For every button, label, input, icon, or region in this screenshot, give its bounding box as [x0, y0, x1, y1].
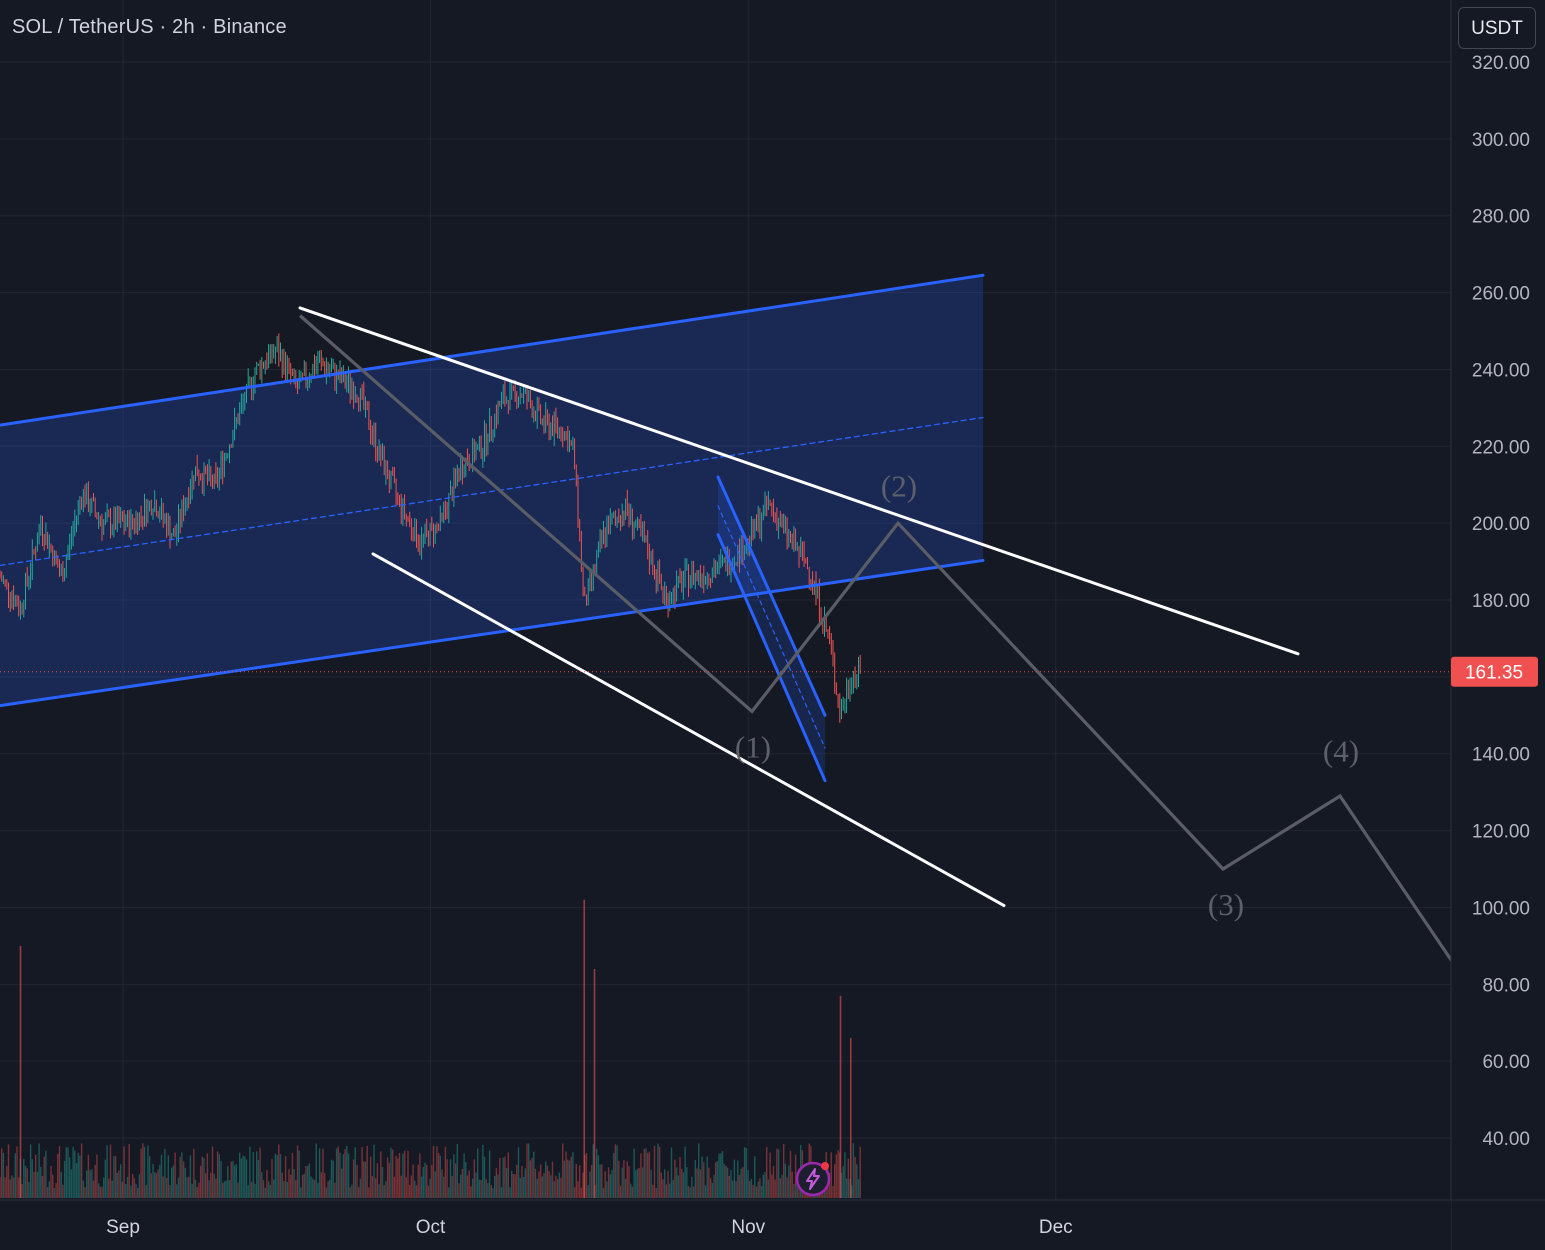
price-tick-label: 260.00: [1472, 284, 1530, 305]
price-tick-label: 200.00: [1472, 514, 1530, 535]
volume-bars: [0, 899, 861, 1198]
time-tick-label: Nov: [731, 1217, 765, 1238]
ascending-channel-fill: [0, 275, 983, 706]
last-price-tag: [1451, 656, 1538, 687]
small-channel-lower: [716, 533, 827, 783]
channel-median-line: [0, 416, 984, 567]
time-axis: Sep Oct Nov Dec: [0, 1199, 1545, 1250]
wedge-lower-line: [371, 552, 1006, 908]
price-tick-label: 300.00: [1472, 130, 1530, 151]
small-channel-upper: [716, 475, 827, 717]
channel-band: [0, 275, 983, 706]
chart-grid: [0, 0, 1450, 1200]
price-tick-label: 240.00: [1472, 360, 1530, 381]
currency-button[interactable]: USDT: [1458, 7, 1536, 49]
symbol-title: SOL / TetherUS · 2h · Binance: [12, 16, 287, 38]
wave-projection-line: [298, 314, 1454, 963]
price-axis-background: [1451, 0, 1545, 1250]
channel-lower-line: [0, 558, 985, 708]
price-tick-label: 180.00: [1472, 591, 1530, 612]
lightning-bolt-icon[interactable]: [795, 1161, 831, 1197]
small-channel-fill: [718, 477, 825, 781]
price-tick-label: 140.00: [1472, 745, 1530, 766]
wave-label: (3): [1208, 887, 1244, 922]
time-tick-label: Oct: [416, 1217, 446, 1238]
wave-label: (4): [1323, 733, 1359, 768]
wave-label: (2): [881, 468, 917, 503]
price-tick-label: 220.00: [1472, 437, 1530, 458]
time-axis-background: [0, 1200, 1451, 1250]
last-price-label: 161.35: [1465, 663, 1523, 684]
price-tick-label: 320.00: [1472, 53, 1530, 74]
channel-upper-line: [0, 273, 985, 427]
price-tick-label: 100.00: [1472, 898, 1530, 919]
price-tick-label: 80.00: [1482, 975, 1530, 996]
price-axis: 320.00 300.00 280.00 260.00 240.00 220.00 200.…: [1450, 0, 1545, 1250]
small-channel-median: [717, 505, 826, 749]
price-tick-label: 40.00: [1482, 1129, 1530, 1150]
drawing-tools: (1) (2) (3) (4): [0, 273, 1454, 963]
time-tick-label: Dec: [1039, 1217, 1073, 1238]
candlestick-series: [0, 333, 861, 723]
time-tick-label: Sep: [106, 1217, 140, 1238]
price-tick-label: 280.00: [1472, 207, 1530, 228]
wedge-upper-line: [298, 306, 1300, 656]
price-tick-label: 60.00: [1482, 1052, 1530, 1073]
price-tick-label: 120.00: [1472, 822, 1530, 843]
wave-label: (1): [735, 730, 771, 765]
